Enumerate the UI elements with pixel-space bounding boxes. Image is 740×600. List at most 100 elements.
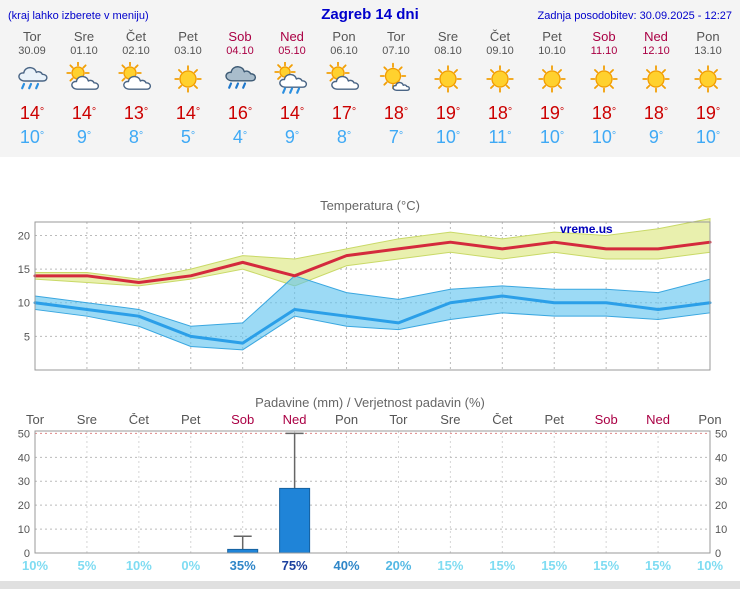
day-name: Sre <box>73 29 95 44</box>
day-column[interactable]: Sob 04.10 16° 4° <box>214 29 266 149</box>
precip-day-label: Sre <box>440 413 460 427</box>
weather-icon-showers <box>266 62 318 98</box>
precip-axis-tick-left: 20 <box>18 500 30 512</box>
high-temperature: 18° <box>487 103 513 123</box>
day-date: 02.10 <box>122 45 150 57</box>
weather-icon-partly <box>58 62 110 98</box>
day-column[interactable]: Sre 01.10 14° 9° <box>58 29 110 149</box>
low-temperature: 4° <box>232 127 248 147</box>
day-name: Pon <box>332 29 356 44</box>
day-column[interactable]: Čet 09.10 18° 11° <box>474 29 526 149</box>
day-name: Sob <box>592 29 616 44</box>
day-name: Pet <box>542 29 562 44</box>
precip-axis-tick-left: 50 <box>18 428 30 440</box>
day-column[interactable]: Sre 08.10 19° 10° <box>422 29 474 149</box>
precip-probability-label: 75% <box>282 558 308 573</box>
max_temp-line <box>33 240 712 285</box>
weather-icon-sunny <box>474 62 526 98</box>
weather-icon-sunny <box>162 62 214 98</box>
precip-bar <box>279 487 311 554</box>
high-temperature: 13° <box>123 103 149 123</box>
precip-probability-label: 40% <box>334 558 360 573</box>
weather-icon-mostly-sunny <box>370 62 422 98</box>
day-date: 12.10 <box>642 45 670 57</box>
location-menu-hint: (kraj lahko izberete v meniju) <box>8 10 149 22</box>
day-name: Sre <box>437 29 459 44</box>
day-column[interactable]: Tor 07.10 18° 7° <box>370 29 422 149</box>
precip-day-label: Pet <box>181 413 201 427</box>
precip-day-label: Sre <box>77 413 97 427</box>
low-temperature: 10° <box>695 127 721 147</box>
day-name: Tor <box>386 29 406 44</box>
precip-day-label: Ned <box>646 413 670 427</box>
high-temperature: 19° <box>695 103 721 123</box>
temp-axis-tick: 20 <box>18 230 30 242</box>
day-column[interactable]: Ned 05.10 14° 9° <box>266 29 318 149</box>
day-column[interactable]: Pon 06.10 17° 8° <box>318 29 370 149</box>
day-name: Sob <box>228 29 252 44</box>
precipitation-chart: Tor Sre Čet Pet Sob Ned Pon Tor Sre Čet Pet Sob Ned P… <box>18 413 728 573</box>
low-temperature: 9° <box>284 127 300 147</box>
day-column[interactable]: Sob 11.10 18° 10° <box>578 29 630 149</box>
day-column[interactable]: Čet 02.10 13° 8° <box>110 29 162 149</box>
high-temperature: 19° <box>539 103 565 123</box>
page-title: Zagreb 14 dni <box>321 6 419 23</box>
precip-probability-label: 5% <box>78 558 97 573</box>
day-name: Pet <box>178 29 198 44</box>
temp-axis-tick: 5 <box>24 331 30 343</box>
precip-probability-label: 15% <box>645 558 671 573</box>
forecast-panel: (kraj lahko izberete v meniju) Zagreb 14… <box>0 0 740 157</box>
precip-probability-label: 10% <box>22 558 48 573</box>
day-column[interactable]: Tor 30.09 14° 10° <box>6 29 58 149</box>
temperature-chart: 5 10 15 20 vreme.us <box>18 218 712 371</box>
low-temperature: 10° <box>591 127 617 147</box>
precip-axis-tick-right: 30 <box>715 476 727 488</box>
day-column[interactable]: Ned 12.10 18° 9° <box>630 29 682 149</box>
day-name: Ned <box>280 29 304 44</box>
footer-bar <box>0 581 740 589</box>
weather-icon-sunny <box>630 62 682 98</box>
high-temperature: 18° <box>591 103 617 123</box>
precip-day-label: Pon <box>335 413 358 427</box>
weather-icon-partly <box>318 62 370 98</box>
low-temperature: 11° <box>488 127 512 147</box>
precip-day-label: Tor <box>389 413 408 427</box>
watermark-link[interactable]: vreme.us <box>560 222 613 236</box>
precip-day-label: Čet <box>129 413 150 427</box>
precip-day-label: Sob <box>595 413 618 427</box>
low-temperature: 9° <box>648 127 664 147</box>
precip-axis-tick-right: 20 <box>715 500 727 512</box>
precip-day-label: Pon <box>698 413 721 427</box>
precip-probability-label: 15% <box>437 558 463 573</box>
day-date: 05.10 <box>278 45 306 57</box>
precip-probability-label: 10% <box>697 558 723 573</box>
low-temperature: 7° <box>388 127 404 147</box>
low-temperature: 10° <box>539 127 565 147</box>
weather-icon-sunny <box>682 62 734 98</box>
precip-probability-label: 0% <box>181 558 200 573</box>
weather-icon-sunny <box>578 62 630 98</box>
precip-axis-tick-right: 50 <box>715 428 727 440</box>
min_temp-line <box>33 294 712 345</box>
low-temperature: 8° <box>336 127 352 147</box>
precip-axis-tick-right: 0 <box>715 548 721 560</box>
weather-icon-partly <box>110 62 162 98</box>
day-date: 11.10 <box>590 45 618 57</box>
day-column[interactable]: Pet 03.10 14° 5° <box>162 29 214 149</box>
precip-day-label: Sob <box>231 413 254 427</box>
day-column[interactable]: Pet 10.10 19° 10° <box>526 29 578 149</box>
high-temperature: 16° <box>227 103 253 123</box>
precip-axis-tick-left: 0 <box>24 548 30 560</box>
day-column[interactable]: Pon 13.10 19° 10° <box>682 29 734 149</box>
precip-probability-label: 15% <box>541 558 567 573</box>
day-date: 06.10 <box>330 45 358 57</box>
day-date: 07.10 <box>382 45 410 57</box>
day-date: 10.10 <box>538 45 566 57</box>
precip-probability-label: 15% <box>593 558 619 573</box>
precip-bar <box>227 548 259 554</box>
high-temperature: 17° <box>331 103 357 123</box>
high-temperature: 18° <box>643 103 669 123</box>
precip-axis-tick-right: 40 <box>715 452 727 464</box>
precip-probability-label: 15% <box>489 558 515 573</box>
precip-axis-tick-right: 10 <box>715 524 727 536</box>
